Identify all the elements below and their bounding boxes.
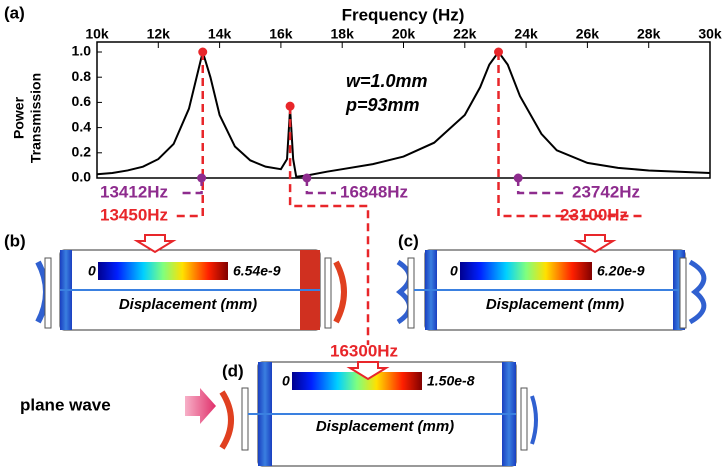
colorbar-min: 0 [450, 263, 458, 279]
panel-label: (b) [4, 231, 26, 250]
colorbar-min: 0 [282, 373, 290, 389]
caption: Displacement (mm) [486, 296, 624, 313]
marker-label: 16300Hz [330, 341, 398, 360]
caption: Displacement (mm) [119, 296, 257, 313]
x-tick-label: 22k [453, 26, 477, 42]
y-axis-title: Transmission [28, 73, 44, 163]
colorbar-max: 1.50e-8 [427, 373, 475, 389]
x-tick-label: 28k [637, 26, 661, 42]
colorbar-max: 6.20e-9 [597, 263, 645, 279]
x-tick-label: 14k [208, 26, 232, 42]
y-tick-label: 0.4 [72, 118, 92, 134]
x-tick-label: 18k [331, 26, 355, 42]
panel-d: (d) plane wave 0 1.50e-8 Displacement (m… [20, 361, 536, 466]
x-tick-label: 24k [514, 26, 538, 42]
marker-label: 13450Hz [100, 205, 168, 224]
marker-label: 23742Hz [572, 182, 640, 201]
marker [197, 174, 206, 183]
y-axis-title: Power [11, 96, 27, 139]
colorbar-min: 0 [88, 263, 96, 279]
y-tick-label: 0.0 [72, 169, 92, 185]
colorbar-max: 6.54e-9 [233, 263, 281, 279]
leader-line [518, 178, 568, 193]
x-tick-label: 30k [698, 26, 722, 42]
marker-label: 13412Hz [100, 182, 168, 201]
panel-c: (c) 0 6.20e-9 Displacement (mm) [398, 231, 704, 330]
y-tick-label: 0.2 [72, 144, 92, 160]
marker-label: 16848Hz [340, 182, 408, 201]
marker [302, 174, 311, 183]
annotation: w=1.0mm [346, 71, 428, 91]
panel-label: (c) [398, 231, 419, 250]
x-axis-title: Frequency (Hz) [342, 5, 465, 24]
figure: (a) Frequency (Hz) w=1.0mm p=93mm (b) 0 … [0, 0, 727, 472]
leader-line [307, 178, 336, 193]
panel-label: (a) [4, 3, 25, 22]
panel-label: (d) [222, 361, 244, 380]
leader-line [176, 52, 203, 216]
x-tick-label: 26k [576, 26, 600, 42]
marker-label: 23100Hz [560, 205, 628, 224]
x-tick-label: 10k [85, 26, 109, 42]
x-tick-label: 20k [392, 26, 416, 42]
marker [286, 102, 295, 111]
marker [514, 174, 523, 183]
panel-b: (b) 0 6.54e-9 Displacement (mm) [4, 231, 344, 330]
x-tick-label: 16k [269, 26, 293, 42]
annotation: p=93mm [345, 95, 420, 115]
y-tick-label: 0.8 [72, 68, 92, 84]
caption: Displacement (mm) [316, 418, 454, 435]
marker [494, 48, 503, 57]
plane-wave-label: plane wave [20, 395, 111, 414]
x-tick-label: 12k [147, 26, 171, 42]
marker [198, 48, 207, 57]
y-tick-label: 0.6 [72, 93, 92, 109]
y-tick-label: 1.0 [72, 43, 92, 59]
